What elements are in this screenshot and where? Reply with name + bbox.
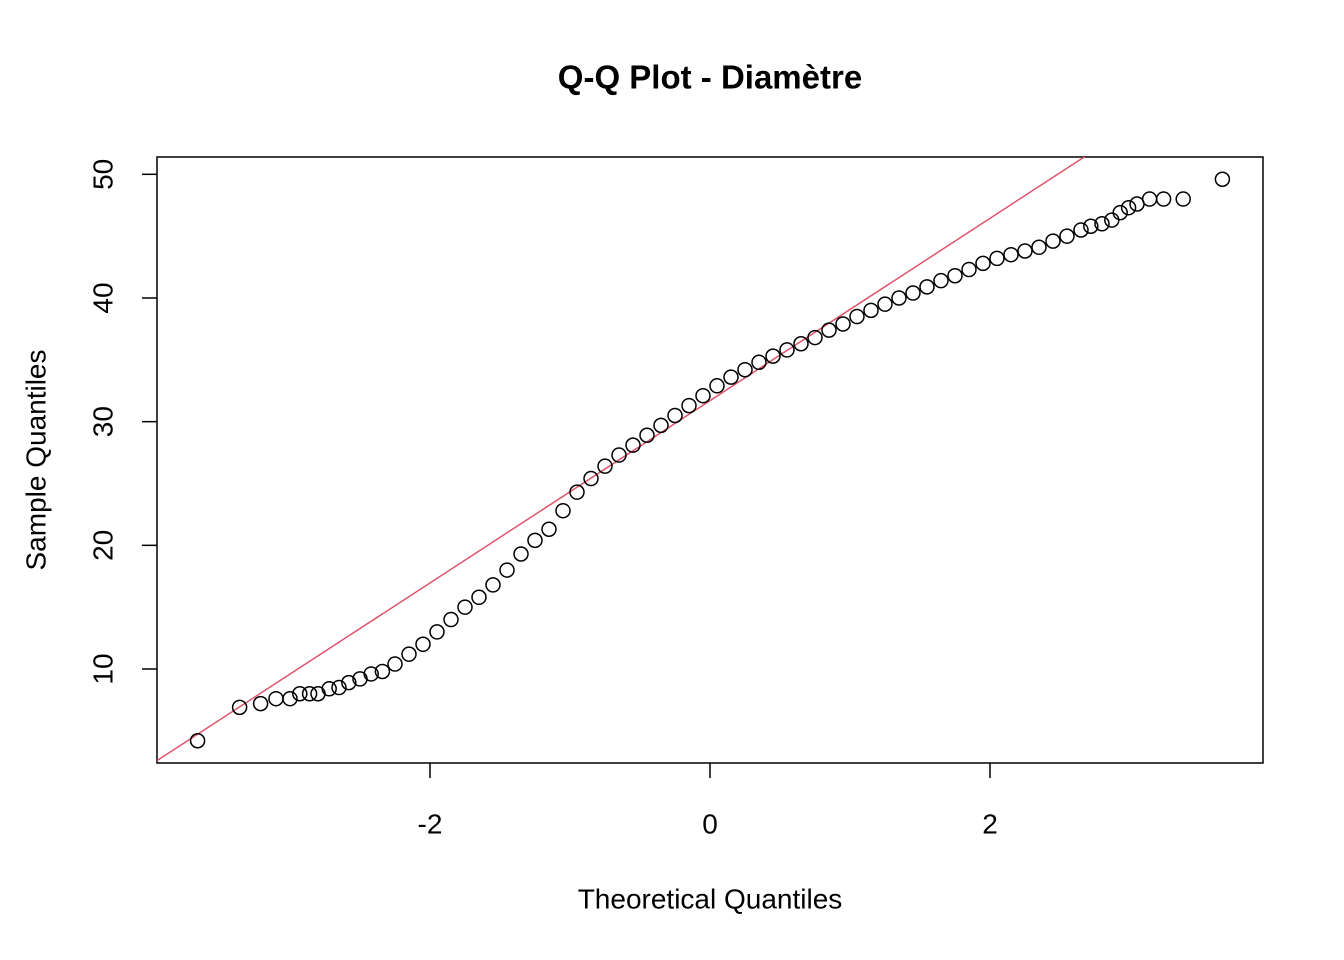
point <box>905 285 921 301</box>
point <box>639 427 655 444</box>
point <box>891 290 907 306</box>
point <box>1045 233 1061 249</box>
y-axis-label: Sample Quantiles <box>20 349 51 570</box>
point <box>1112 204 1128 221</box>
point <box>331 679 347 696</box>
point <box>975 255 991 272</box>
y-tick-label: 10 <box>87 653 118 684</box>
point <box>374 663 391 680</box>
point <box>779 342 795 358</box>
point <box>723 369 739 385</box>
point <box>513 546 529 562</box>
point <box>401 646 417 662</box>
point <box>268 690 284 707</box>
x-tick-label: 2 <box>982 808 998 839</box>
point <box>863 302 879 319</box>
point <box>695 387 711 404</box>
point <box>653 417 669 434</box>
point <box>1059 228 1075 244</box>
point <box>807 329 823 346</box>
point <box>457 599 473 615</box>
point <box>751 354 767 371</box>
point <box>485 577 501 593</box>
point <box>919 279 935 295</box>
point <box>1175 191 1191 207</box>
point <box>1031 239 1047 256</box>
point <box>667 407 683 424</box>
point <box>471 589 487 606</box>
point <box>301 685 318 702</box>
point <box>821 322 837 338</box>
x-tick-label: 0 <box>702 808 718 839</box>
point <box>527 532 543 549</box>
point <box>1083 218 1099 235</box>
point <box>989 250 1005 267</box>
point <box>282 690 298 707</box>
point <box>793 335 809 352</box>
y-tick-label: 30 <box>87 406 118 437</box>
point <box>1073 222 1089 238</box>
point <box>1155 191 1172 207</box>
point <box>363 666 379 682</box>
point <box>611 447 627 463</box>
point <box>737 361 753 378</box>
point <box>681 397 697 414</box>
point <box>625 437 641 453</box>
point <box>415 636 431 653</box>
point <box>321 681 337 697</box>
point <box>429 624 445 640</box>
point <box>499 562 515 578</box>
point <box>252 695 269 712</box>
point <box>1104 212 1120 228</box>
point <box>541 521 557 538</box>
point <box>849 308 865 325</box>
x-tick-label: -2 <box>418 808 443 839</box>
y-tick-label: 20 <box>87 530 118 561</box>
point <box>387 656 403 672</box>
point <box>709 378 725 394</box>
point <box>1120 199 1137 216</box>
point <box>1003 246 1019 263</box>
point <box>597 458 613 474</box>
point <box>1141 191 1158 207</box>
point <box>1017 243 1033 259</box>
y-tick-label: 40 <box>87 282 118 313</box>
point <box>292 685 308 702</box>
reference-line <box>157 157 1086 762</box>
chart-title: Q-Q Plot - Diamètre <box>558 59 862 96</box>
point <box>231 699 248 716</box>
plot-frame <box>156 156 1264 764</box>
point <box>933 272 949 289</box>
point <box>765 348 781 364</box>
point <box>1094 216 1110 232</box>
point <box>961 261 977 278</box>
point <box>835 316 851 332</box>
point <box>569 484 585 500</box>
point <box>1214 171 1231 188</box>
y-tick-label: 50 <box>87 159 118 190</box>
point <box>341 674 357 691</box>
point <box>947 267 963 284</box>
point <box>877 296 893 312</box>
point <box>583 470 599 487</box>
point <box>189 732 206 749</box>
x-axis-label: Theoretical Quantiles <box>578 883 843 914</box>
point <box>443 611 459 628</box>
point <box>555 502 571 519</box>
